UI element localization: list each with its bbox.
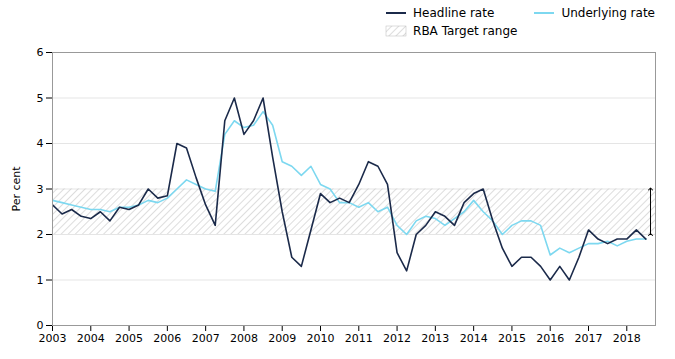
html-text:Underlying rate: Underlying rate bbox=[561, 6, 655, 20]
svg-text:2013: 2013 bbox=[421, 332, 449, 345]
svg-text:2014: 2014 bbox=[460, 332, 488, 345]
svg-text:2011: 2011 bbox=[345, 332, 373, 345]
svg-text:2016: 2016 bbox=[536, 332, 564, 345]
svg-text:2005: 2005 bbox=[115, 332, 143, 345]
svg-text:2004: 2004 bbox=[77, 332, 105, 345]
svg-text:5: 5 bbox=[37, 92, 44, 105]
svg-text:Per cent: Per cent bbox=[10, 166, 23, 212]
svg-text:2006: 2006 bbox=[153, 332, 181, 345]
svg-text:2: 2 bbox=[37, 228, 44, 241]
svg-text:4: 4 bbox=[37, 137, 44, 150]
svg-text:2008: 2008 bbox=[230, 332, 258, 345]
svg-text:0: 0 bbox=[37, 319, 44, 332]
svg-text:2003: 2003 bbox=[39, 332, 67, 345]
html-text:RBA Target range: RBA Target range bbox=[413, 24, 518, 38]
svg-text:2007: 2007 bbox=[192, 332, 220, 345]
html-text:Headline rate: Headline rate bbox=[413, 6, 495, 20]
svg-text:2018: 2018 bbox=[613, 332, 641, 345]
svg-text:2009: 2009 bbox=[268, 332, 296, 345]
svg-text:3: 3 bbox=[37, 183, 44, 196]
svg-text:6: 6 bbox=[37, 46, 44, 59]
svg-text:2015: 2015 bbox=[498, 332, 526, 345]
svg-text:2012: 2012 bbox=[383, 332, 411, 345]
svg-text:1: 1 bbox=[37, 274, 44, 287]
svg-text:2017: 2017 bbox=[575, 332, 603, 345]
svg-text:2010: 2010 bbox=[307, 332, 335, 345]
